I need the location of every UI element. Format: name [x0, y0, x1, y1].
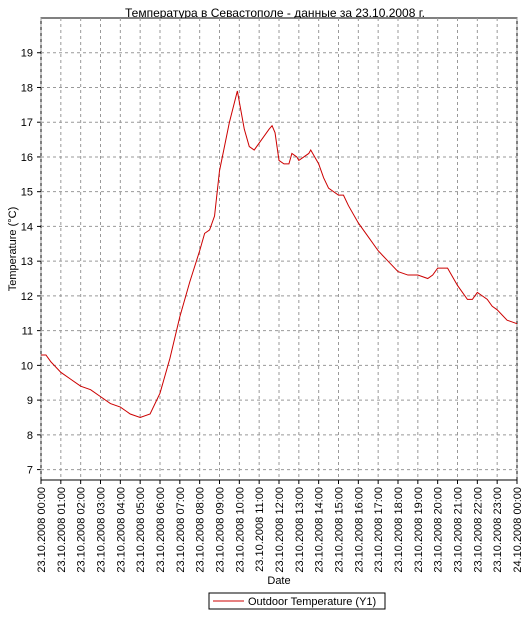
y-tick-label: 13	[21, 256, 33, 268]
chart-title: Температура в Севастополе - данные за 23…	[125, 6, 425, 20]
y-tick-label: 18	[21, 82, 33, 94]
x-tick-label: 23.10.2008 11:00	[254, 487, 266, 572]
x-tick-label: 23.10.2008 01:00	[56, 487, 68, 573]
y-tick-label: 10	[21, 360, 33, 372]
y-tick-label: 17	[21, 117, 33, 129]
y-tick-label: 7	[27, 465, 33, 477]
x-tick-label: 23.10.2008 23:00	[492, 487, 504, 573]
x-tick-label: 23.10.2008 22:00	[472, 487, 484, 573]
x-tick-label: 23.10.2008 09:00	[215, 487, 227, 573]
y-tick-label: 8	[27, 430, 33, 442]
x-tick-label: 23.10.2008 05:00	[135, 487, 147, 573]
legend-label: Outdoor Temperature (Y1)	[248, 596, 376, 608]
y-tick-label: 16	[21, 152, 33, 164]
y-tick-label: 11	[22, 326, 33, 338]
y-axis-label: Temperature (°C)	[7, 207, 19, 291]
y-tick-label: 15	[21, 187, 33, 199]
x-tick-label: 23.10.2008 17:00	[373, 487, 385, 573]
x-tick-label: 23.10.2008 15:00	[334, 487, 346, 573]
x-tick-label: 24.10.2008 00:00	[512, 487, 522, 573]
x-tick-label: 23.10.2008 18:00	[393, 487, 405, 573]
y-tick-label: 14	[21, 221, 33, 233]
x-tick-label: 23.10.2008 07:00	[175, 487, 187, 573]
x-tick-label: 23.10.2008 20:00	[433, 487, 445, 573]
y-tick-label: 12	[21, 291, 33, 303]
data-line	[41, 90, 518, 418]
x-tick-label: 23.10.2008 03:00	[96, 487, 108, 573]
x-tick-label: 23.10.2008 14:00	[314, 487, 326, 573]
legend-box	[208, 592, 386, 610]
x-tick-label: 23.10.2008 21:00	[453, 487, 465, 573]
x-tick-label: 23.10.2008 10:00	[234, 487, 246, 573]
x-tick-label: 23.10.2008 00:00	[36, 487, 48, 573]
x-tick-label: 23.10.2008 13:00	[294, 487, 306, 573]
x-tick-label: 23.10.2008 08:00	[195, 487, 207, 573]
x-tick-label: 23.10.2008 19:00	[413, 487, 425, 573]
y-tick-label: 9	[27, 395, 33, 407]
x-tick-label: 23.10.2008 16:00	[353, 487, 365, 573]
x-tick-label: 23.10.2008 06:00	[155, 487, 167, 573]
x-tick-label: 23.10.2008 04:00	[115, 487, 127, 573]
x-tick-label: 23.10.2008 02:00	[76, 487, 88, 573]
x-tick-label: 23.10.2008 12:00	[274, 487, 286, 573]
y-tick-label: 19	[21, 48, 33, 60]
x-axis-label: Date	[267, 575, 290, 587]
